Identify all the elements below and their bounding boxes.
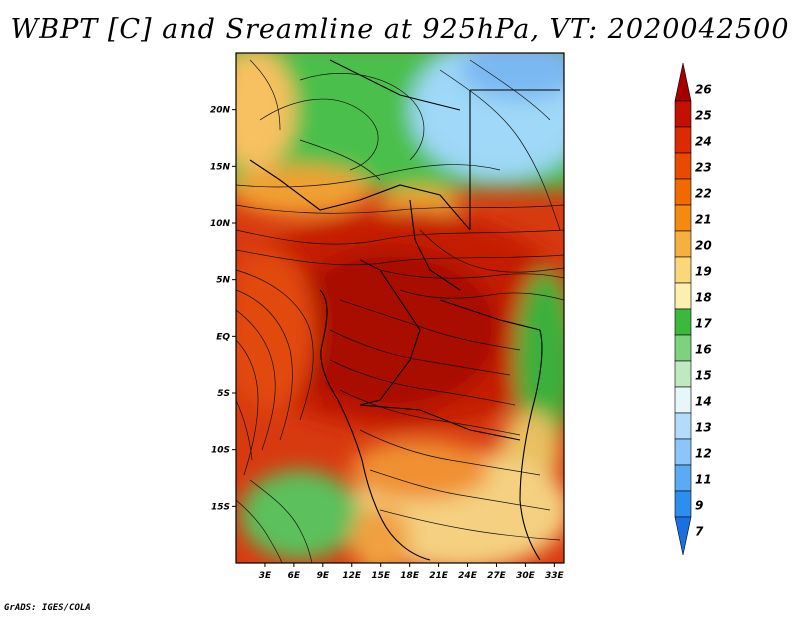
lat-tick-label: 5S <box>217 389 230 399</box>
lat-tick-label: 10S <box>211 446 230 456</box>
colorbar-swatch <box>674 464 692 492</box>
lon-tick-label: 15E <box>371 571 391 581</box>
colorbar-label: 11 <box>695 472 712 486</box>
chart-title: WBPT [C] and Sreamline at 925hPa, VT: 20… <box>10 14 790 45</box>
colorbar-swatch <box>674 490 692 518</box>
colorbar-swatch <box>674 334 692 362</box>
lon-tick-label: 27E <box>487 571 507 581</box>
map-frame <box>235 52 565 564</box>
lat-tick-label: 15S <box>211 502 230 512</box>
colorbar-swatch <box>674 178 692 206</box>
colorbar-swatch <box>674 126 692 154</box>
wbpt-shading <box>236 53 564 563</box>
colorbar-label: 26 <box>695 82 712 96</box>
colorbar-swatch <box>674 256 692 284</box>
colorbar-label: 12 <box>695 446 712 460</box>
colorbar-label: 7 <box>695 524 704 538</box>
lon-tick-label: 21E <box>429 571 449 581</box>
colorbar-label: 17 <box>695 316 712 330</box>
colorbar-swatch <box>674 204 692 232</box>
colorbar-swatch <box>674 386 692 414</box>
lat-tick-label: 20N <box>210 106 231 116</box>
colorbar-label: 18 <box>695 290 712 304</box>
lon-tick-label: 24E <box>458 571 478 581</box>
lon-tick-label: 9E <box>317 571 330 581</box>
colorbar: 26 25 24 23 22 21 20 19 18 17 16 15 14 13 12 11 9 7 <box>674 62 712 556</box>
colorbar-label: 21 <box>695 212 712 226</box>
colorbar-label: 19 <box>695 264 712 278</box>
colorbar-swatch <box>674 360 692 388</box>
colorbar-swatch <box>674 100 692 128</box>
credit-text: GrADS: IGES/COLA <box>4 603 91 613</box>
colorbar-label: 24 <box>695 134 712 148</box>
lon-tick-label: 12E <box>342 571 362 581</box>
lon-tick-label: 33E <box>545 571 565 581</box>
streamlines <box>236 59 564 563</box>
colorbar-label: 14 <box>695 394 712 408</box>
colorbar-swatch <box>674 282 692 310</box>
colorbar-swatch <box>674 412 692 440</box>
lon-tick-label: 30E <box>516 571 536 581</box>
latitude-axis: 20N 15N 10N 5N EQ 5S 10S 15S <box>210 106 236 512</box>
colorbar-label: 9 <box>695 498 703 512</box>
lon-tick-label: 18E <box>400 571 420 581</box>
lat-tick-label: 10N <box>210 219 231 229</box>
colorbar-label: 15 <box>695 368 712 382</box>
colorbar-label: 16 <box>695 342 712 356</box>
colorbar-label: 23 <box>695 160 712 174</box>
lat-tick-label: 5N <box>216 276 230 286</box>
colorbar-label: 20 <box>695 238 712 252</box>
lon-tick-label: 6E <box>288 571 301 581</box>
longitude-axis: 3E 6E 9E 12E 15E 18E 21E 24E 27E 30E 33E <box>259 563 565 581</box>
colorbar-swatch <box>674 230 692 258</box>
lat-tick-label: 15N <box>210 162 231 172</box>
colorbar-swatch <box>674 152 692 180</box>
colorbar-label: 25 <box>695 108 712 122</box>
colorbar-label: 22 <box>695 186 712 200</box>
lat-tick-label: EQ <box>216 332 230 342</box>
colorbar-label: 13 <box>695 420 712 434</box>
colorbar-swatch <box>674 438 692 466</box>
colorbar-arrow-bottom <box>674 516 692 556</box>
colorbar-swatch <box>674 308 692 336</box>
colorbar-arrow-top <box>674 62 692 102</box>
lon-tick-label: 3E <box>259 571 272 581</box>
